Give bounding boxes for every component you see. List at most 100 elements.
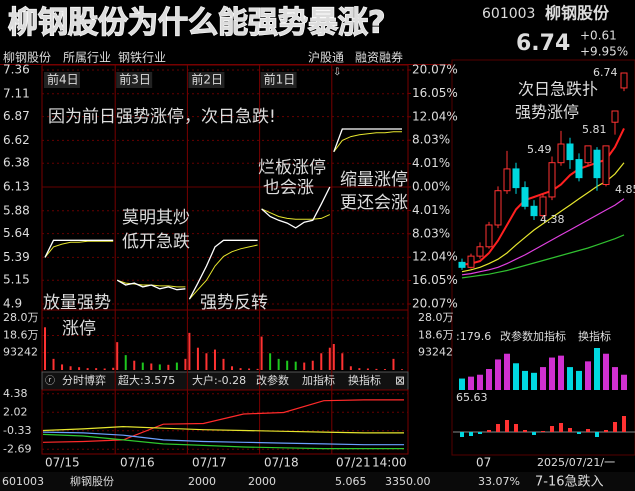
candle-body: [485, 224, 493, 248]
candle-body: [620, 72, 628, 89]
volume-bar: [133, 360, 136, 370]
candle-body: [575, 159, 583, 179]
kline-x-label: 07: [476, 456, 491, 470]
volume-bar: [383, 369, 386, 370]
price-tick-label: 5.39: [3, 250, 30, 264]
kline-tab[interactable]: 加指标: [533, 329, 566, 343]
volume-bar: [328, 347, 331, 370]
volume-bar: [116, 342, 119, 370]
volume-bar: [78, 367, 81, 370]
pct-tick-label: 4.01%: [412, 203, 450, 217]
change: +0.61: [580, 29, 617, 43]
volume-bar: [401, 369, 403, 370]
volume-bar: [213, 349, 216, 370]
candle-body: [539, 196, 547, 217]
price-tick-label: 6.38: [3, 156, 30, 170]
annotation: 烂板涨停: [258, 158, 326, 178]
volume-bar: [269, 353, 272, 370]
candle-body: [467, 255, 475, 268]
macd-bar: [559, 423, 563, 432]
day-label-box: [116, 72, 153, 88]
candle-body: [530, 205, 538, 217]
macd-bar: [478, 432, 482, 434]
indicator-tab[interactable]: 改参数: [256, 373, 289, 387]
macd-bar: [568, 428, 572, 432]
macd-label: 65.63: [456, 391, 488, 404]
price-tick-label: 5.88: [3, 203, 30, 217]
indicator-tab[interactable]: 加指标: [302, 373, 335, 387]
volume-bar: [150, 363, 153, 370]
annotation: 缩量涨停: [340, 170, 408, 190]
volume-bar: [205, 353, 208, 370]
kline-volume-bar: [603, 353, 609, 390]
status-item: 33.07%: [478, 475, 520, 488]
macd-bar: [532, 432, 536, 435]
volume-tick-label: 93242: [418, 346, 453, 359]
title-banner: [0, 0, 475, 46]
macd-bar: [613, 422, 617, 432]
title: 柳钢股份为什么能强势暴涨?: [8, 6, 385, 41]
price-line: [261, 186, 331, 229]
indicator-line: [42, 433, 404, 450]
volume-bar: [95, 368, 98, 370]
volume-bar: [277, 358, 280, 370]
header-name: 柳钢股份: [3, 51, 51, 65]
annotation: 莫明其炒: [122, 208, 190, 228]
kline-price-label: 5.49: [527, 143, 552, 156]
avg-line: [261, 208, 331, 220]
kline-volume-bar: [540, 367, 546, 390]
kline-tab[interactable]: 换指标: [578, 329, 611, 343]
volume-bar: [332, 344, 335, 370]
volume-bar: [256, 368, 259, 370]
ma-line: [461, 198, 625, 276]
header-tab[interactable]: 钢铁行业: [118, 51, 166, 65]
price-tick-label: 6.13: [3, 180, 30, 194]
macd-bar: [514, 424, 518, 432]
kline-volume-bar: [495, 359, 501, 390]
indicator-tick-label: -0.33: [3, 424, 31, 437]
annotation: 强势反转: [200, 293, 268, 313]
kline-price-label: 5.81: [582, 123, 607, 136]
kline-frame: [451, 59, 635, 456]
volume-bar: [175, 362, 178, 370]
volume-bar: [69, 366, 72, 370]
kline-tab: :179.6: [456, 330, 491, 343]
macd-bar: [550, 426, 554, 432]
date-label: 07/16: [120, 456, 155, 470]
day-label: 前3日: [119, 72, 151, 87]
header-tab[interactable]: 所属行业: [63, 51, 111, 65]
annotation: 涨停: [62, 319, 96, 339]
macd-bar: [586, 429, 590, 432]
indicator-tab: 超大:3.575: [118, 373, 175, 387]
volume-bar: [311, 360, 314, 370]
header-badge: 融资融券: [355, 50, 403, 65]
indicator-tab[interactable]: 换指标: [348, 373, 381, 387]
kline-volume-bar: [468, 376, 474, 390]
kline-volume-bar: [477, 374, 483, 390]
indicator-tick-label: 2.02: [3, 405, 28, 418]
day-label-box: [260, 72, 297, 88]
date-label: 07/17: [192, 456, 227, 470]
volume-bar: [231, 366, 234, 370]
status-item: 2000: [188, 475, 216, 488]
candle-body: [548, 162, 556, 198]
close-button[interactable]: ⊠: [395, 374, 405, 388]
avg-line: [189, 244, 258, 300]
date-label: 14:00: [372, 456, 407, 470]
volume-bar: [196, 347, 199, 370]
macd-bar: [577, 432, 581, 434]
volume-bar: [222, 358, 225, 370]
volume-bar: [341, 353, 344, 370]
volume-bar: [52, 358, 55, 370]
date-label: 07/15: [45, 456, 80, 470]
kline-price-label: 6.74: [593, 66, 618, 79]
volume-bar: [184, 358, 187, 370]
volume-tick-label: 18.6万: [3, 328, 39, 341]
price-tick-label: 5.64: [3, 226, 30, 240]
macd-bar: [523, 430, 527, 432]
volume-bar: [303, 362, 306, 370]
price-tick-label: 6.87: [3, 109, 30, 123]
volume-bar: [239, 368, 242, 370]
kline-volume-bar: [594, 348, 600, 390]
kline-tab[interactable]: 改参数: [500, 329, 533, 343]
